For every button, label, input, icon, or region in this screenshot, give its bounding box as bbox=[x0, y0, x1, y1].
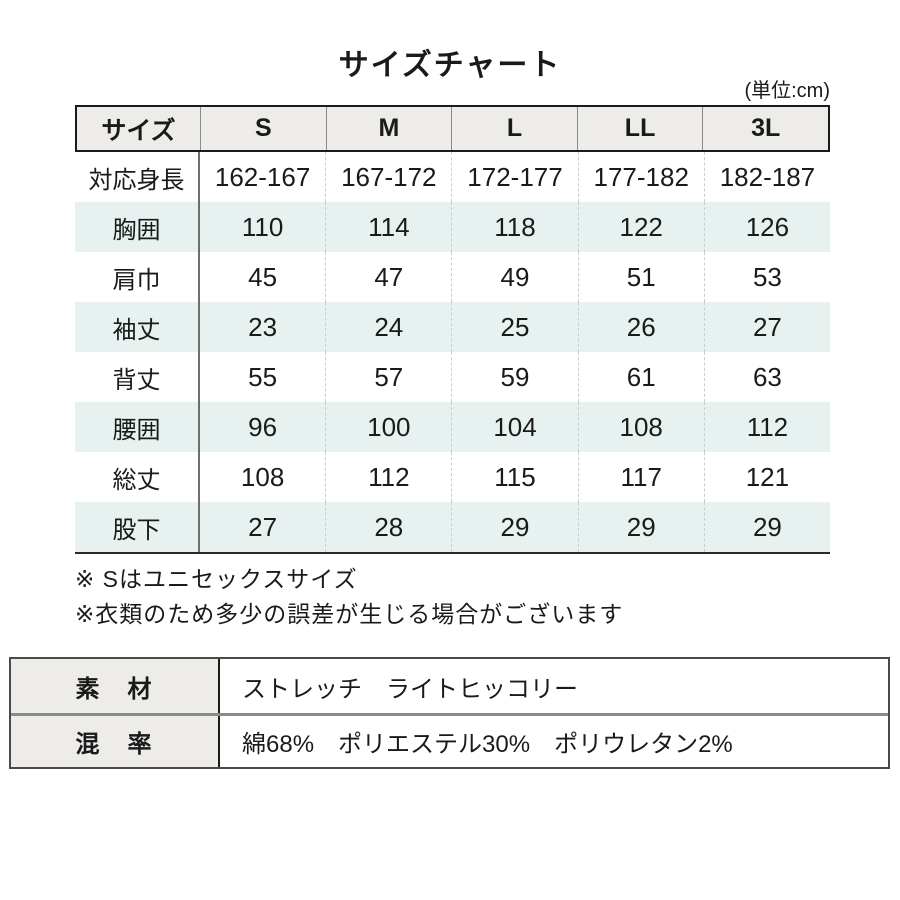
size-value-cell: 118 bbox=[451, 202, 577, 252]
size-value-cell: 27 bbox=[198, 502, 325, 552]
page-title: サイズチャート bbox=[338, 49, 562, 82]
size-table-row: 股下 27 28 29 29 29 bbox=[75, 502, 830, 552]
size-value-cell: 53 bbox=[703, 252, 830, 302]
size-value-cell: 26 bbox=[577, 302, 704, 352]
size-table-row: 胸囲 110 114 118 122 126 bbox=[75, 202, 830, 252]
size-row-label: 袖丈 bbox=[112, 316, 161, 344]
size-value-cell: 114 bbox=[325, 202, 451, 252]
size-value-cell: 104 bbox=[451, 402, 577, 452]
footnote-line: ※衣類のため多少の誤差が生じる場合がございます bbox=[75, 601, 624, 627]
size-column-header: M bbox=[325, 107, 452, 150]
size-value-cell: 63 bbox=[703, 352, 830, 402]
spec-label-material: 素 材 bbox=[11, 659, 220, 713]
footnote-line: ※ Sはユニセックスサイズ bbox=[75, 566, 358, 592]
footnotes: ※ Sはユニセックスサイズ ※衣類のため多少の誤差が生じる場合がございます bbox=[75, 562, 623, 632]
size-table: サイズ S M L LL 3L 対応身長 162-167 167-172 172-177 177-… bbox=[75, 105, 830, 554]
size-value-cell: 25 bbox=[451, 302, 577, 352]
size-row-label: 腰囲 bbox=[112, 416, 161, 444]
spec-value-composition: 綿68% ポリエステル30% ポリウレタン2% bbox=[242, 731, 733, 758]
size-row-label: 股下 bbox=[112, 516, 161, 544]
size-value-cell: 96 bbox=[198, 402, 325, 452]
size-table-body: 対応身長 162-167 167-172 172-177 177-182 182-187 胸… bbox=[75, 152, 830, 554]
size-value-cell: 122 bbox=[577, 202, 704, 252]
size-column-header: 3L bbox=[702, 107, 828, 150]
size-value-cell: 29 bbox=[451, 502, 577, 552]
unit-note: (単位:cm) bbox=[744, 80, 830, 102]
size-column-header: S bbox=[200, 107, 326, 150]
spec-table: 素 材 ストレッチ ライトヒッコリー 混 率 綿68% ポリエステル30% ポリ… bbox=[9, 657, 890, 769]
size-value-cell: 115 bbox=[451, 452, 577, 502]
size-row-label: 背丈 bbox=[112, 366, 161, 394]
size-value-cell: 112 bbox=[325, 452, 451, 502]
size-value-cell: 61 bbox=[577, 352, 704, 402]
size-table-row: 対応身長 162-167 167-172 172-177 177-182 182-187 bbox=[75, 152, 830, 202]
size-column-header: LL bbox=[576, 107, 703, 150]
size-value-cell: 55 bbox=[198, 352, 325, 402]
size-table-row: 背丈 55 57 59 61 63 bbox=[75, 352, 830, 402]
size-table-header-row: サイズ S M L LL 3L bbox=[75, 105, 830, 152]
size-value-cell: 108 bbox=[577, 402, 704, 452]
size-value-cell: 126 bbox=[703, 202, 830, 252]
size-value-cell: 110 bbox=[198, 202, 325, 252]
spec-label-composition: 混 率 bbox=[11, 716, 220, 767]
size-value-cell: 117 bbox=[577, 452, 704, 502]
size-value-cell: 121 bbox=[703, 452, 830, 502]
size-value-cell: 24 bbox=[325, 302, 451, 352]
spec-row-material: 素 材 ストレッチ ライトヒッコリー bbox=[11, 659, 888, 713]
size-value-cell: 112 bbox=[703, 402, 830, 452]
size-value-cell: 108 bbox=[198, 452, 325, 502]
size-row-label: 対応身長 bbox=[88, 166, 185, 194]
size-value-cell: 167-172 bbox=[325, 152, 451, 202]
size-row-label: 総丈 bbox=[112, 466, 161, 494]
size-value-cell: 57 bbox=[325, 352, 451, 402]
spec-row-composition: 混 率 綿68% ポリエステル30% ポリウレタン2% bbox=[11, 713, 888, 767]
size-value-cell: 177-182 bbox=[577, 152, 704, 202]
size-row-label: 肩巾 bbox=[112, 266, 161, 294]
size-value-cell: 162-167 bbox=[198, 152, 325, 202]
size-table-row: 腰囲 96 100 104 108 112 bbox=[75, 402, 830, 452]
size-value-cell: 100 bbox=[325, 402, 451, 452]
size-table-row: 肩巾 45 47 49 51 53 bbox=[75, 252, 830, 302]
size-table-row: 総丈 108 112 115 117 121 bbox=[75, 452, 830, 502]
size-corner-header: サイズ bbox=[101, 116, 176, 145]
spec-value-material: ストレッチ ライトヒッコリー bbox=[242, 675, 578, 703]
size-value-cell: 29 bbox=[703, 502, 830, 552]
size-value-cell: 27 bbox=[703, 302, 830, 352]
size-table-row: 袖丈 23 24 25 26 27 bbox=[75, 302, 830, 352]
size-value-cell: 47 bbox=[325, 252, 451, 302]
size-value-cell: 29 bbox=[577, 502, 704, 552]
size-value-cell: 51 bbox=[577, 252, 704, 302]
size-value-cell: 172-177 bbox=[451, 152, 577, 202]
size-value-cell: 23 bbox=[198, 302, 325, 352]
size-value-cell: 45 bbox=[198, 252, 325, 302]
size-value-cell: 59 bbox=[451, 352, 577, 402]
size-row-label: 胸囲 bbox=[112, 216, 161, 244]
size-value-cell: 28 bbox=[325, 502, 451, 552]
size-column-header: L bbox=[451, 107, 577, 150]
size-value-cell: 49 bbox=[451, 252, 577, 302]
size-value-cell: 182-187 bbox=[703, 152, 830, 202]
